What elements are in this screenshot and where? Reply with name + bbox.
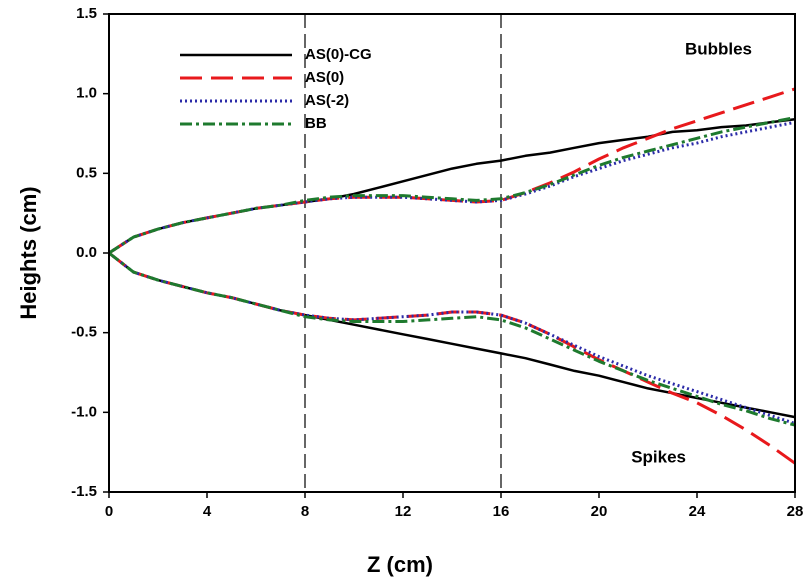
data-line <box>108 251 796 425</box>
y-axis-label: Heights (cm) <box>16 186 41 319</box>
data-line <box>108 251 796 427</box>
legend-label: AS(0)-CG <box>305 46 372 63</box>
y-tick-label: 0.0 <box>76 244 97 261</box>
y-tick-label: -1.5 <box>71 483 97 500</box>
x-tick-label: 8 <box>301 503 309 520</box>
annotation: Spikes <box>631 447 686 466</box>
data-line <box>108 87 796 255</box>
data-line <box>108 251 796 465</box>
y-tick-label: -1.0 <box>71 403 97 420</box>
x-tick-label: 16 <box>493 503 510 520</box>
legend-label: AS(-2) <box>305 92 349 109</box>
data-line <box>108 120 796 255</box>
legend-label: BB <box>305 115 327 132</box>
data-line <box>108 252 796 419</box>
x-tick-label: 20 <box>591 503 608 520</box>
annotation: Bubbles <box>685 39 752 58</box>
y-tick-label: -0.5 <box>71 324 97 341</box>
x-tick-label: 28 <box>787 503 804 520</box>
x-tick-label: 24 <box>689 503 706 520</box>
legend-label: AS(0) <box>305 69 344 86</box>
y-tick-label: 0.5 <box>76 164 97 181</box>
plot-frame <box>108 13 796 493</box>
data-line <box>108 116 796 255</box>
y-tick-label: 1.0 <box>76 85 97 102</box>
x-axis-label: Z (cm) <box>367 552 433 577</box>
x-tick-label: 4 <box>203 503 212 520</box>
x-tick-label: 12 <box>395 503 412 520</box>
x-tick-label: 0 <box>105 503 113 520</box>
y-tick-label: 1.5 <box>76 5 97 22</box>
